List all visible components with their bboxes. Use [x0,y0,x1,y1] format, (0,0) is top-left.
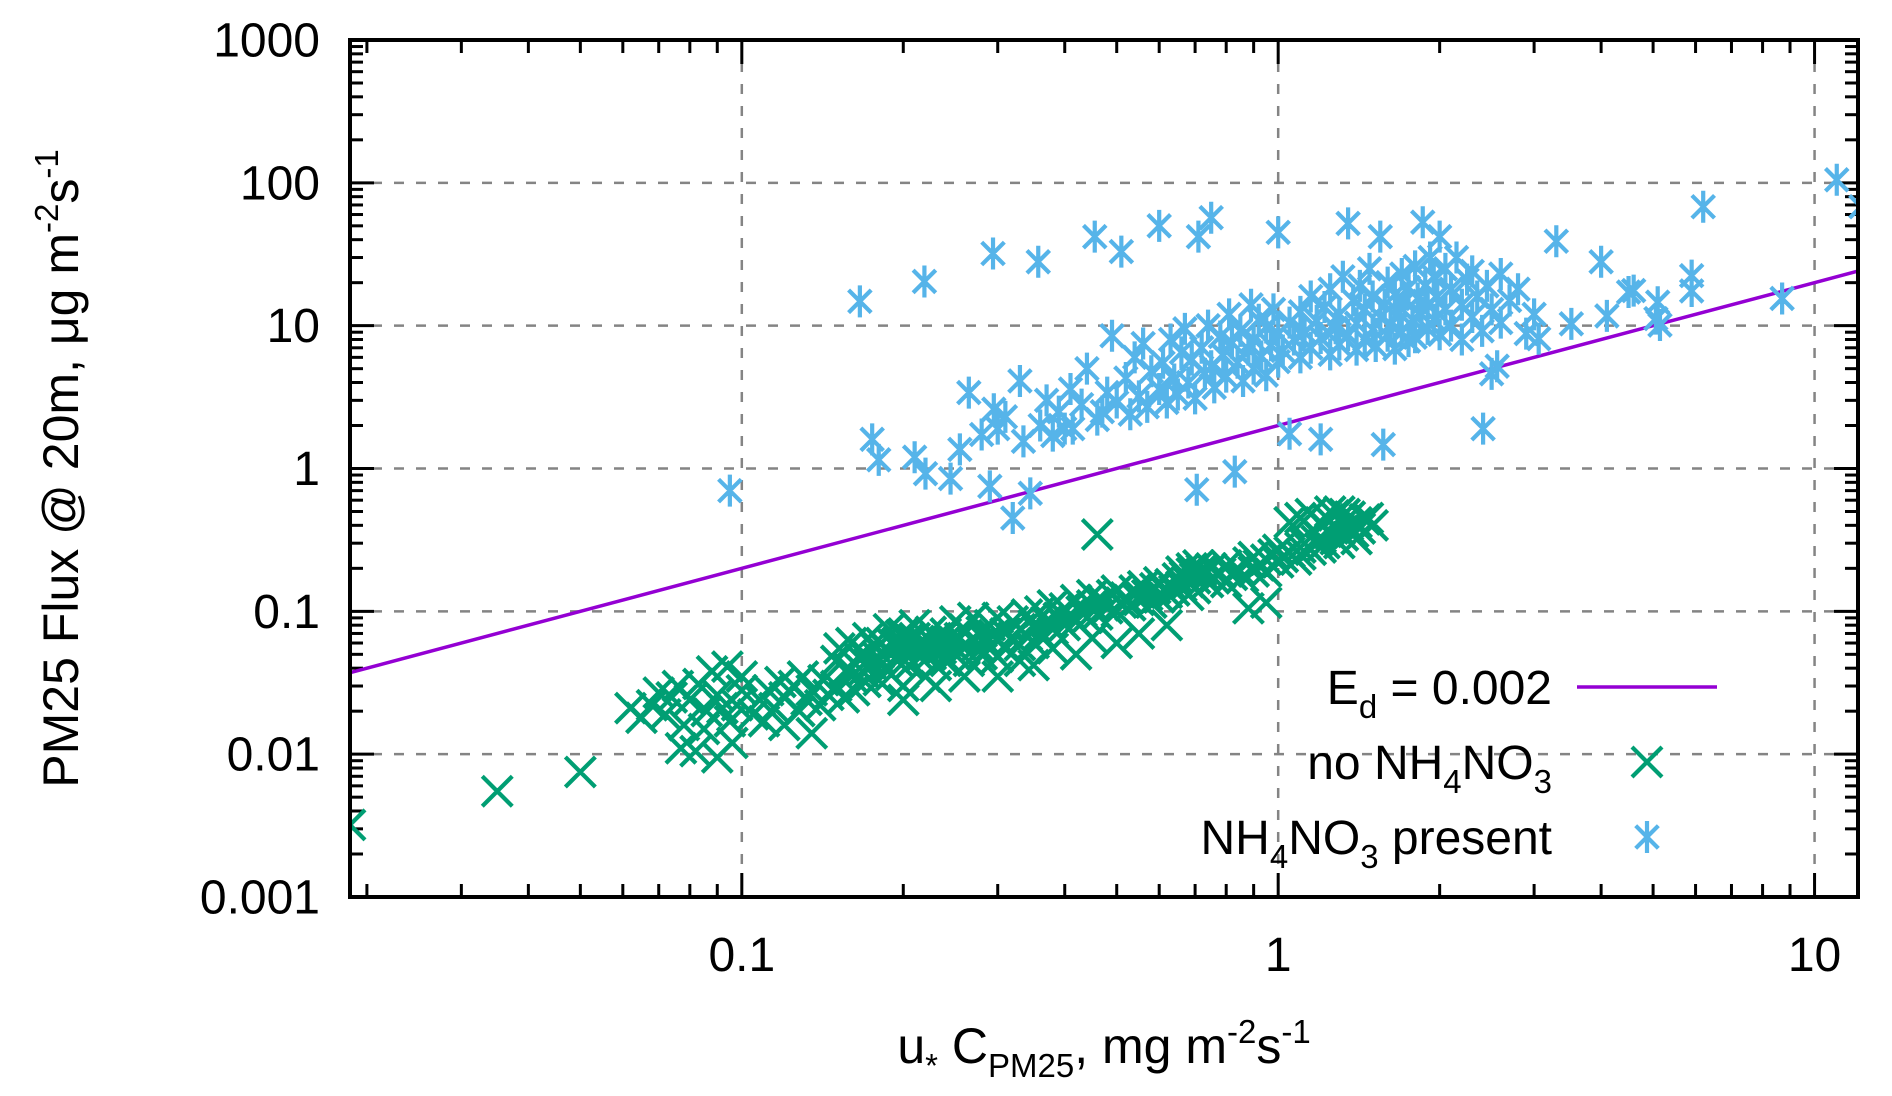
y-tick-label: 100 [240,157,320,210]
y-tick-label: 10 [267,300,320,353]
legend-cross-icon [1630,745,1664,779]
x-tick-label: 10 [1788,929,1841,982]
y-tick-label: 1000 [213,15,320,68]
x-tick-label: 1 [1265,929,1292,982]
axis-ticks [350,38,1858,899]
cross-markers [350,495,1390,842]
x-axis-label: u* CPM25, mg m-2s-1 [897,1013,1310,1084]
legend: Ed = 0.002 no NH4NO3 NH4NO3 present [1201,662,1717,875]
y-tick-label: 1 [293,443,320,496]
legend-label: no NH4NO3 [1307,737,1552,800]
x-tick-label: 0.1 [708,929,775,982]
y-tick-label: 0.001 [200,872,320,925]
y-tick-label: 0.1 [253,586,320,639]
series-nh4no3-present [717,163,1858,535]
y-tick-label: 0.01 [227,729,320,782]
legend-asterisk-icon [1634,821,1660,853]
ed-line [350,269,1858,675]
y-axis-label: PM25 Flux @ 20m, μg m-2s-1 [28,149,89,787]
asterisk-markers [717,163,1858,535]
legend-label: NH4NO3 present [1201,812,1552,875]
series-no-nh4no3 [350,495,1390,842]
legend-label: Ed = 0.002 [1327,662,1552,725]
plot-frame [348,38,1860,899]
